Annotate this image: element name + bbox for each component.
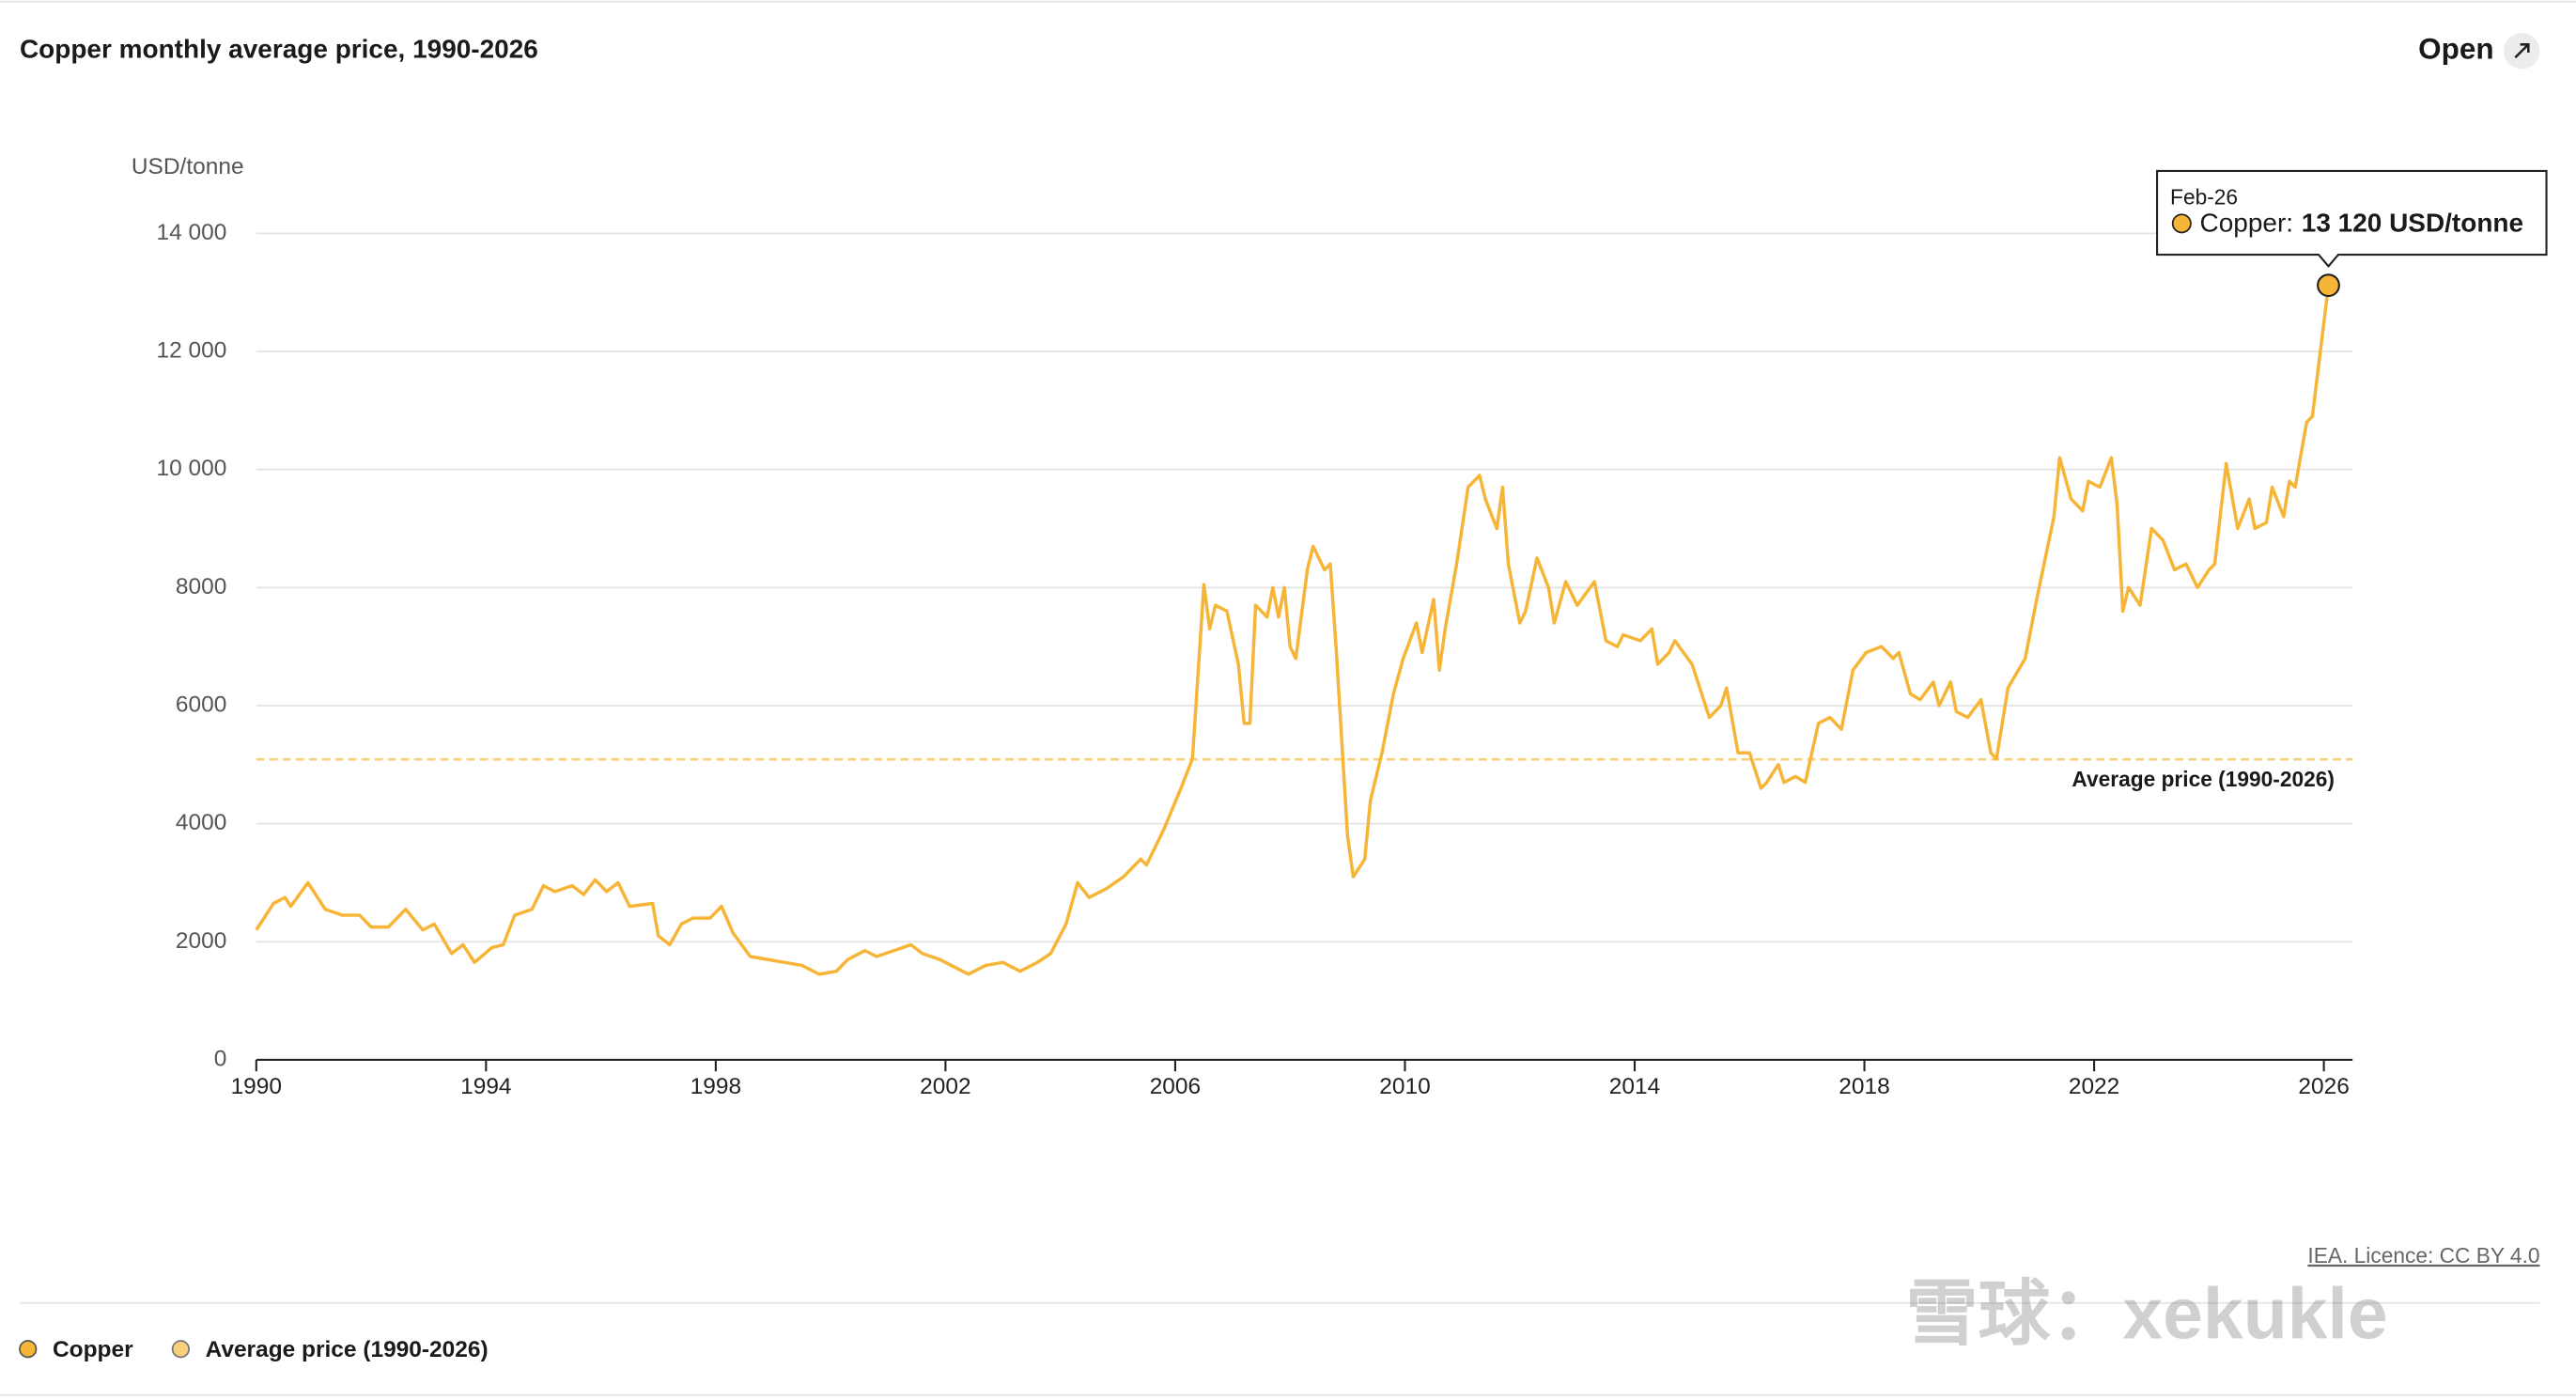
- y-tick-label: 4000: [176, 810, 226, 835]
- x-tick-label: 2026: [2298, 1074, 2349, 1099]
- tooltip-marker: [2171, 213, 2192, 234]
- x-tick-label: 2018: [1839, 1074, 1889, 1099]
- source[interactable]: IEA. Licence: CC BY 4.0: [2307, 1243, 2539, 1268]
- tooltip-text: Copper: 13 120 USD/tonne: [2200, 209, 2524, 238]
- x-tick-label: 2006: [1150, 1074, 1201, 1099]
- x-tick-label: 2022: [2069, 1074, 2119, 1099]
- y-tick-label: 2000: [176, 928, 226, 954]
- legend-label: Copper: [53, 1337, 133, 1362]
- legend-marker: [171, 1340, 190, 1359]
- chart-title: Copper monthly average price, 1990-2026: [20, 35, 538, 64]
- legend-label: Average price (1990-2026): [206, 1337, 489, 1362]
- x-tick-label: 1998: [691, 1074, 741, 1099]
- open-button[interactable]: Open: [2418, 33, 2493, 66]
- y-tick-label: 6000: [176, 692, 226, 717]
- tooltip-label: Copper:: [2200, 209, 2294, 238]
- x-tick-label: 2014: [1609, 1074, 1660, 1099]
- highlight-point: [2317, 273, 2340, 298]
- open-icon-arrow: [2514, 42, 2530, 59]
- price-line: [255, 285, 2331, 976]
- y-tick-label: 0: [214, 1046, 227, 1071]
- average-label: Average price (1990-2026): [2072, 767, 2335, 791]
- y-axis-label: USD/tonne: [132, 154, 244, 179]
- watermark: 雪球：xekukle: [1906, 1274, 2388, 1355]
- x-tick-label: 1994: [460, 1074, 511, 1099]
- y-tick-label: 14 000: [156, 220, 226, 245]
- y-tick-label: 8000: [176, 574, 226, 599]
- x-tick-label: 2002: [920, 1074, 970, 1099]
- y-tick-label: 10 000: [156, 456, 226, 481]
- x-tick-label: 1990: [231, 1074, 282, 1099]
- tooltip-date: Feb-26: [2170, 185, 2238, 210]
- y-tick-label: 12 000: [156, 337, 226, 363]
- tooltip-box: [2156, 169, 2548, 268]
- tooltip-value: 13 120 USD/tonne: [2302, 209, 2523, 238]
- legend-marker: [19, 1340, 38, 1359]
- x-tick-label: 2010: [1379, 1074, 1430, 1099]
